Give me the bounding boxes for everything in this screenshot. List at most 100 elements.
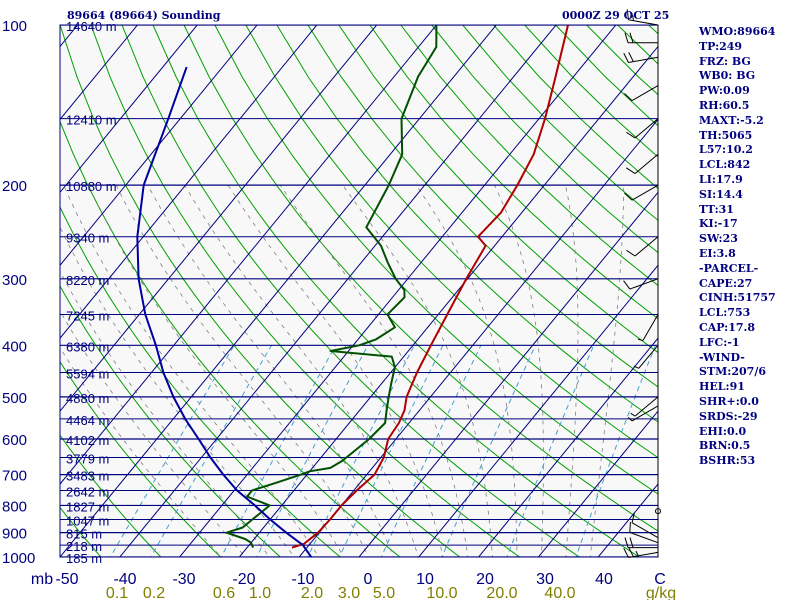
barb-half-flag [632,15,634,21]
barb-shaft [638,344,659,369]
barb-shaft [631,522,659,539]
index-item: RH:60.5 [699,98,750,112]
moist-adiabat [494,184,544,557]
temperature-tick-label: 20 [476,571,494,588]
barb-half-flag [630,412,636,417]
isotherm [358,191,658,557]
index-item: CAP:17.8 [699,320,756,334]
barb-flag [628,547,634,557]
temperature-tick-label: mb [31,571,53,588]
wind-barb [624,184,659,201]
wind-barb [629,521,659,544]
isotherm [60,25,438,485]
temperature-tick-label: 10 [416,571,434,588]
height-label: 3779 m [66,451,109,466]
temperature-tick-label: -10 [291,571,314,588]
height-label: 4880 m [66,391,109,406]
index-item: TH:5065 [699,128,753,142]
parcel-line [136,66,313,557]
temperature-tick-label: -40 [113,571,136,588]
barb-shaft [634,153,659,174]
barb-shaft [631,184,659,201]
wind-barb [624,32,658,44]
dry-adiabat [400,25,658,286]
isotherm [178,25,617,557]
pressure-label: 600 [2,432,27,449]
height-label: 5594 m [66,367,109,382]
index-item: WMO:89664 [699,25,776,38]
moist-adiabat [565,185,579,557]
barb-shaft [634,118,659,139]
temperature-tick-label: 0 [364,571,373,588]
barb-flag [629,521,631,533]
temperature-tick-label: -30 [172,571,195,588]
dry-adiabat [60,360,222,557]
wind-barb [624,85,659,102]
isotherm [60,25,497,557]
mixing-ratio-line [380,345,482,557]
moist-adiabat [589,185,625,557]
height-label: 185 m [66,551,102,566]
barb-shaft [631,85,659,102]
dry-adiabat [60,434,162,557]
index-item: WB0: BG [699,69,756,83]
isotherm [60,25,318,340]
mixing-ratio-label: 0.1 [106,585,128,600]
isotherm [60,25,378,412]
dry-adiabat [214,25,658,495]
barb-flag [623,547,629,558]
barb-flag [626,131,636,139]
dry-adiabat [369,25,658,320]
dry-adiabat [338,25,658,354]
barb-shaft [631,405,659,422]
wind-barb [627,405,659,422]
dry-adiabat [60,205,341,557]
barb-shaft [629,531,659,544]
index-item: LCL:753 [699,306,751,320]
isotherm [60,25,258,267]
index-item: SRDS:-29 [699,409,758,423]
moist-adiabat [147,184,394,557]
pressure-label: 500 [2,390,27,407]
index-item: -PARCEL- [699,261,759,275]
pressure-label: 100 [2,18,27,35]
dry-adiabat [245,25,658,459]
barb-flag [623,280,631,290]
pressure-label: 700 [2,468,27,485]
wind-barb [655,508,661,515]
wind-barb [624,537,658,549]
barb-flag [628,52,634,62]
index-item: EI:3.8 [699,246,736,260]
mixing-ratio-label: 0.2 [143,585,165,600]
mixing-ratio-line [441,345,536,557]
mixing-ratio-label: 2.0 [301,585,323,600]
index-item: PW:0.09 [699,84,750,98]
barb-half-flag [627,416,633,422]
temperature-tick-label: 40 [595,571,613,588]
wind-barb [623,52,659,63]
index-item: HEL:91 [699,380,745,394]
temperature-line [291,25,569,549]
index-item: SHR+:0.0 [699,394,759,408]
height-label: 10880 m [66,179,117,194]
mixing-ratio-line [506,345,595,557]
barb-half-flag [633,365,639,369]
barb-half-flag [637,338,644,341]
mixing-ratio-label: g/kg [646,585,676,600]
isotherm [60,25,198,194]
barb-half-flag [635,550,639,557]
isotherm [477,337,658,557]
mixing-ratio-label: 40.0 [544,585,575,600]
wind-barbs [623,9,661,559]
index-item: MAXT:-5.2 [699,113,764,127]
wind-barb [630,396,659,417]
index-item: SI:14.4 [699,187,743,201]
valid-time: 0000Z 29 OCT 25 [562,9,670,22]
dry-adiabat [431,25,658,254]
moist-adiabat [227,184,444,557]
barb-shaft [642,314,659,341]
barb-shaft [629,278,659,290]
dewpoint-line [225,25,438,548]
mixing-ratio-line [109,345,235,557]
moist-adiabat [342,184,493,557]
